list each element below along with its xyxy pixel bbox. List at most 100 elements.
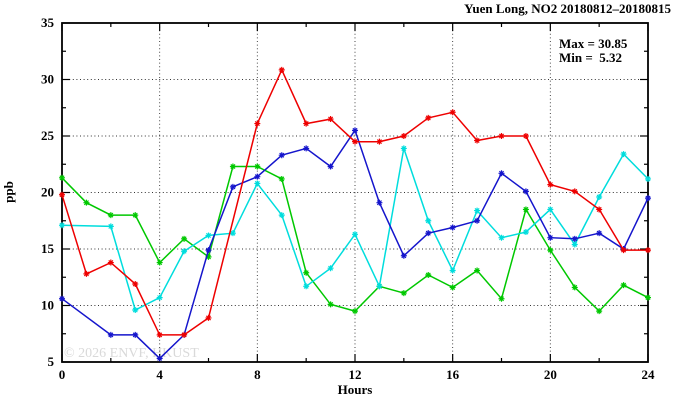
series-cyan-marker xyxy=(303,283,310,290)
series-blue-marker xyxy=(132,331,139,338)
series-blue-marker xyxy=(596,230,603,237)
series-green-marker xyxy=(303,269,310,276)
series-cyan-marker xyxy=(620,151,627,158)
y-tick-label: 35 xyxy=(41,15,55,30)
series-blue-marker xyxy=(645,195,651,202)
x-tick-label: 24 xyxy=(642,367,656,382)
series-red-marker xyxy=(132,281,139,288)
series-green-marker xyxy=(547,247,554,254)
series-red-marker xyxy=(522,133,529,139)
series-green-marker xyxy=(59,174,65,181)
series-cyan-marker xyxy=(425,217,432,224)
series-blue-marker xyxy=(278,152,285,159)
series-red-line xyxy=(61,68,648,336)
series-blue-marker xyxy=(449,224,456,231)
y-tick-label: 25 xyxy=(41,128,55,143)
series-blue-marker xyxy=(327,163,334,170)
series-red-marker xyxy=(400,133,407,139)
series-green-marker xyxy=(278,175,285,182)
series-blue-marker xyxy=(229,183,236,190)
series-cyan-marker xyxy=(522,229,529,236)
x-tick-label: 20 xyxy=(544,367,557,382)
series-cyan-marker xyxy=(132,307,139,314)
y-tick-label: 10 xyxy=(41,298,54,313)
series-cyan-line xyxy=(61,148,649,312)
series-blue-marker xyxy=(156,355,163,362)
series-red-marker xyxy=(425,114,432,121)
series-blue-marker xyxy=(376,199,383,206)
series-blue-marker xyxy=(498,170,505,177)
series-blue-marker xyxy=(352,127,358,134)
series-red-marker xyxy=(596,206,603,213)
series-blue-marker xyxy=(400,252,407,259)
x-tick-label: 8 xyxy=(254,367,261,382)
series-blue-marker xyxy=(547,234,554,241)
series-cyan-marker xyxy=(498,234,505,241)
series-red-marker xyxy=(83,270,90,277)
series-cyan-marker xyxy=(229,230,236,237)
series-blue-marker xyxy=(59,295,65,302)
series-green-marker xyxy=(474,267,481,274)
series-red-marker xyxy=(645,247,651,254)
series-green-marker xyxy=(425,271,432,278)
series-green-marker xyxy=(327,301,334,308)
annotation-min: Min = 5.32 xyxy=(559,50,622,65)
y-tick-label: 20 xyxy=(41,185,54,200)
series-green-marker xyxy=(132,212,139,219)
series-cyan-marker xyxy=(352,231,358,238)
series-red-marker xyxy=(156,331,163,338)
series-cyan-marker xyxy=(254,180,261,187)
series-green-marker xyxy=(205,253,212,260)
series-cyan-marker xyxy=(474,207,481,214)
series-red-marker xyxy=(474,137,481,144)
series-blue-marker xyxy=(425,230,432,237)
series-green-marker xyxy=(498,295,505,302)
series-red-marker xyxy=(376,138,383,145)
series-red-marker xyxy=(181,331,188,338)
series-cyan-marker xyxy=(327,265,334,272)
series-red-marker xyxy=(571,188,578,195)
series-blue-marker xyxy=(254,173,261,180)
series-red-marker xyxy=(449,109,456,116)
series-cyan-marker xyxy=(156,294,163,301)
x-tick-label: 16 xyxy=(446,367,460,382)
series-green-marker xyxy=(522,206,529,213)
y-tick-label: 30 xyxy=(41,72,54,87)
series-blue-marker xyxy=(474,217,481,224)
series-cyan-marker xyxy=(449,267,456,274)
series-blue-marker xyxy=(107,331,114,338)
series-cyan-marker xyxy=(400,145,407,152)
series-green-marker xyxy=(107,212,114,219)
series-cyan-marker xyxy=(59,222,65,229)
series-red-marker xyxy=(107,259,114,266)
y-tick-label: 15 xyxy=(41,241,55,256)
series-green-marker xyxy=(83,199,90,206)
series-green-marker xyxy=(596,308,603,315)
series-green-marker xyxy=(645,294,651,301)
series-green-marker xyxy=(156,259,163,266)
series-red-marker xyxy=(620,247,627,254)
watermark: © 2026 ENVF, HKUST xyxy=(64,346,199,361)
series-red-marker xyxy=(303,120,310,127)
series-blue-marker xyxy=(522,188,529,195)
series-green-marker xyxy=(620,282,627,289)
series-green-marker xyxy=(352,308,358,315)
series-cyan-marker xyxy=(547,206,554,213)
series-cyan-marker xyxy=(107,223,114,230)
series-green-marker xyxy=(449,284,456,291)
x-tick-label: 4 xyxy=(156,367,163,382)
series-green-marker xyxy=(400,290,407,297)
series-red-marker xyxy=(205,314,212,321)
x-tick-label: 12 xyxy=(349,367,362,382)
series-blue-line xyxy=(61,128,649,360)
series-cyan-marker xyxy=(596,194,603,201)
series-cyan-marker xyxy=(571,241,578,248)
series-red-marker xyxy=(498,133,505,139)
series-red-marker xyxy=(278,66,285,73)
series-red-marker xyxy=(254,120,261,127)
series-cyan-marker xyxy=(645,175,651,182)
series-red-marker xyxy=(327,116,334,123)
x-tick-label: 0 xyxy=(59,367,66,382)
series-cyan-marker xyxy=(181,248,188,255)
